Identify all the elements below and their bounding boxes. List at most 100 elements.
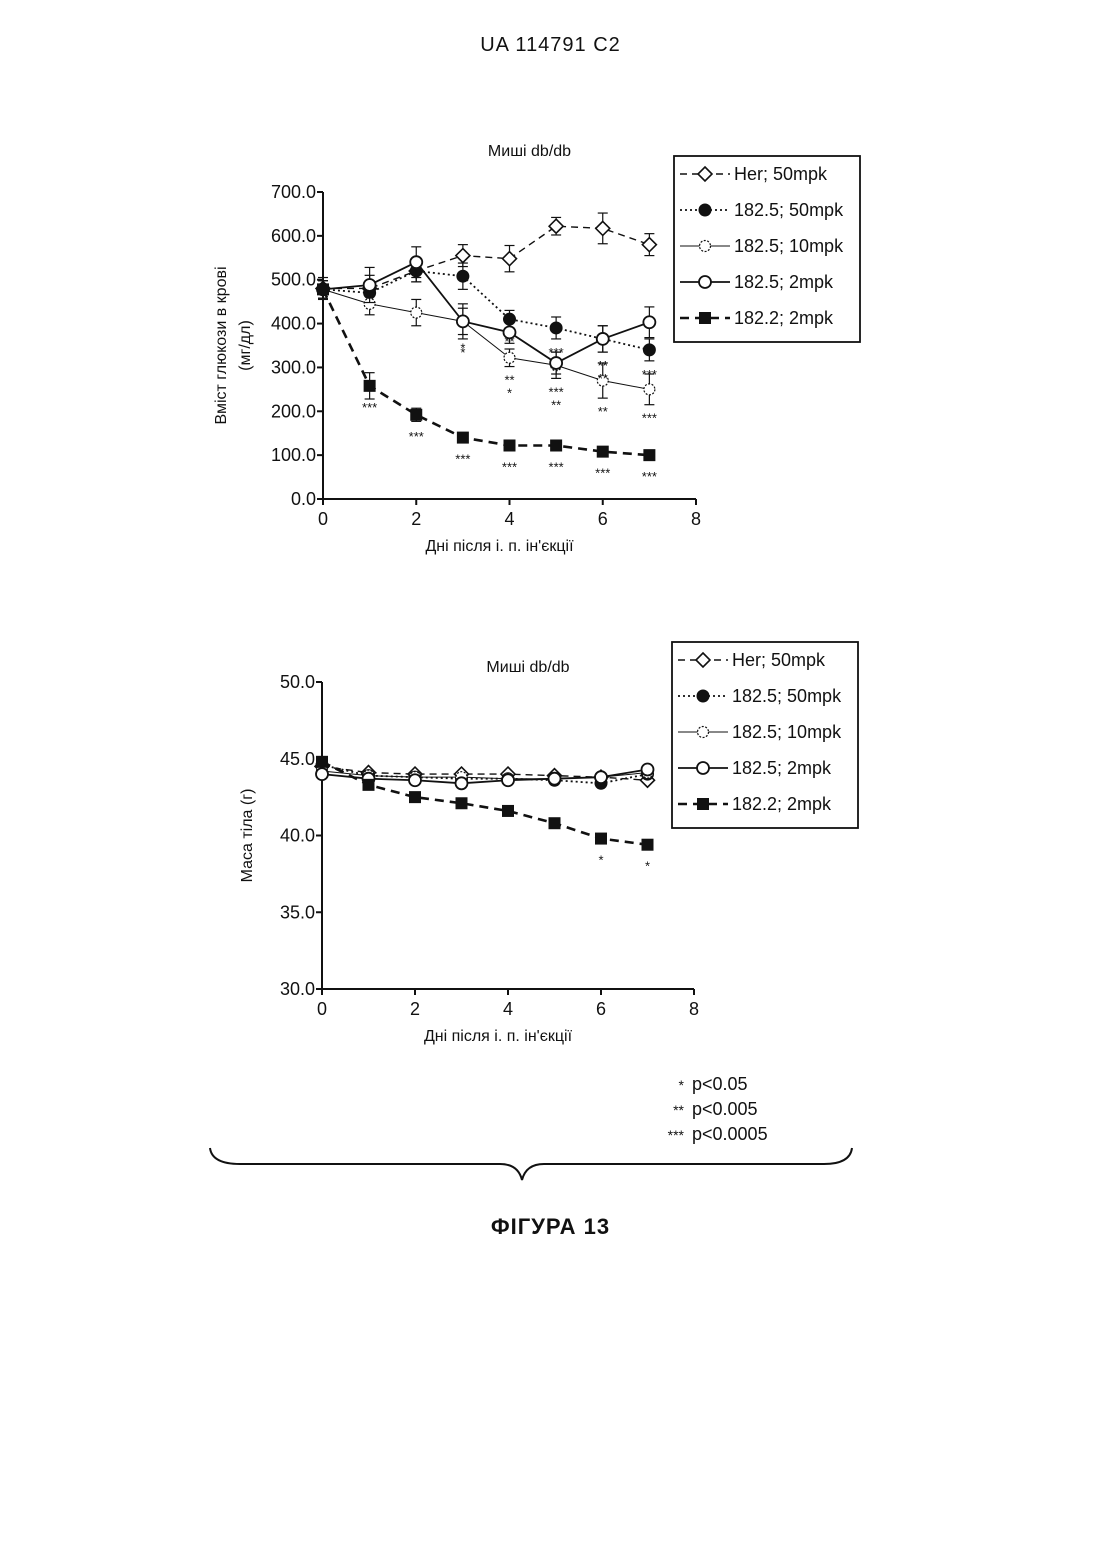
x-tick-label: 2: [411, 509, 421, 529]
significance-mark: ***: [642, 411, 657, 426]
significance-mark: **: [598, 371, 608, 386]
chart-title: Миші db/db: [486, 659, 569, 676]
legend-label: 182.5; 2mpk: [732, 758, 832, 778]
dotted-circle-marker: [644, 384, 655, 395]
legend-label: Her; 50mpk: [732, 650, 826, 670]
significance-mark: *: [460, 345, 465, 360]
diamond-marker: [549, 219, 563, 233]
y-tick-label: 40.0: [280, 826, 315, 846]
filled-square-marker: [550, 439, 562, 451]
legend-label: 182.5; 10mpk: [734, 236, 844, 256]
dotted-circle-marker: [700, 241, 711, 252]
y-axis-label: (мг/дл): [237, 320, 254, 371]
filled-circle-marker: [697, 690, 709, 702]
y-tick-label: 35.0: [280, 902, 315, 922]
legend: Her; 50mpk 182.5; 50mpk 182.5; 10mpk 182.5;…: [672, 642, 858, 828]
sig-stars: **: [650, 1098, 684, 1122]
body-weight-chart: Миші db/db30.035.040.045.050.002468Дні п…: [0, 630, 1101, 1060]
x-tick-label: 0: [318, 509, 328, 529]
filled-square-marker: [549, 817, 561, 829]
filled-square-marker: [409, 791, 421, 803]
significance-mark: ***: [455, 452, 470, 467]
filled-square-marker: [456, 797, 468, 809]
sig-legend-row: ** p<0.005: [650, 1097, 768, 1122]
open-circle-marker: [364, 279, 376, 291]
diamond-marker: [456, 249, 470, 263]
diamond-marker: [596, 221, 610, 235]
significance-mark: ***: [549, 459, 564, 474]
y-tick-label: 600.0: [271, 226, 316, 246]
filled-square-marker: [504, 439, 516, 451]
chart-title: Миші db/db: [488, 143, 571, 160]
x-axis-label: Дні після і. п. ін'єкції: [425, 538, 574, 555]
patent-header: UA 114791 C2: [0, 34, 1101, 57]
open-circle-marker: [316, 768, 328, 780]
y-tick-label: 45.0: [280, 749, 315, 769]
y-tick-label: 400.0: [271, 314, 316, 334]
diamond-marker: [503, 252, 517, 266]
open-circle-marker: [597, 333, 609, 345]
open-circle-marker: [457, 315, 469, 327]
legend-label: 182.5; 10mpk: [732, 722, 842, 742]
series-182-5-2mpk: [317, 247, 655, 374]
y-tick-label: 300.0: [271, 357, 316, 377]
filled-circle-marker: [457, 270, 469, 282]
legend-label: 182.5; 50mpk: [732, 686, 842, 706]
significance-legend: * p<0.05 ** p<0.005 *** p<0.0005: [650, 1072, 768, 1147]
filled-square-marker: [699, 312, 711, 324]
filled-square-marker: [316, 756, 328, 768]
filled-square-marker: [642, 839, 654, 851]
significance-mark: *: [647, 344, 652, 359]
legend-label: 182.2; 2mpk: [734, 308, 834, 328]
y-tick-label: 500.0: [271, 270, 316, 290]
x-tick-label: 4: [503, 999, 513, 1019]
significance-mark: **: [598, 404, 608, 419]
x-tick-label: 4: [504, 509, 514, 529]
significance-mark: *: [507, 386, 512, 401]
filled-square-marker: [595, 833, 607, 845]
filled-square-marker: [457, 432, 469, 444]
significance-mark: **: [551, 397, 561, 412]
legend-label: 182.5; 2mpk: [734, 272, 834, 292]
y-axis-label: Вміст глюкози в крові: [213, 266, 230, 424]
open-circle-marker: [409, 774, 421, 786]
open-circle-marker: [456, 777, 468, 789]
legend-label: 182.5; 50mpk: [734, 200, 844, 220]
filled-square-marker: [363, 779, 375, 791]
y-tick-label: 0.0: [291, 489, 316, 509]
open-circle-marker: [595, 771, 607, 783]
open-circle-marker: [699, 276, 711, 288]
x-tick-label: 6: [596, 999, 606, 1019]
legend: Her; 50mpk182.5; 50mpk182.5; 10mpk182.5;…: [674, 156, 860, 342]
sig-stars: *: [650, 1073, 684, 1097]
significance-mark: ***: [502, 459, 517, 474]
blood-glucose-chart: Миші db/db0.0100.0200.0300.0400.0500.060…: [0, 120, 1101, 590]
sig-label: p<0.05: [692, 1072, 748, 1096]
series-line: [323, 262, 649, 363]
significance-mark: *: [645, 859, 650, 874]
y-tick-label: 100.0: [271, 445, 316, 465]
filled-square-marker: [697, 798, 709, 810]
diamond-marker: [642, 238, 656, 252]
x-tick-label: 6: [598, 509, 608, 529]
open-circle-marker: [643, 316, 655, 328]
significance-mark: ***: [409, 429, 424, 444]
y-tick-label: 200.0: [271, 401, 316, 421]
filled-circle-marker: [550, 322, 562, 334]
open-circle-marker: [642, 763, 654, 775]
open-circle-marker: [550, 357, 562, 369]
significance-mark: *: [598, 853, 603, 868]
x-tick-label: 2: [410, 999, 420, 1019]
dotted-circle-marker: [504, 352, 515, 363]
legend-label: 182.2; 2mpk: [732, 794, 832, 814]
open-circle-marker: [697, 762, 709, 774]
y-axis-label: Маса тіла (г): [239, 789, 256, 883]
significance-mark: ***: [642, 469, 657, 484]
x-tick-label: 0: [317, 999, 327, 1019]
open-circle-marker: [549, 773, 561, 785]
y-tick-label: 50.0: [280, 672, 315, 692]
significance-mark: ***: [595, 466, 610, 481]
filled-square-marker: [410, 409, 422, 421]
x-tick-label: 8: [691, 509, 701, 529]
filled-square-marker: [364, 380, 376, 392]
